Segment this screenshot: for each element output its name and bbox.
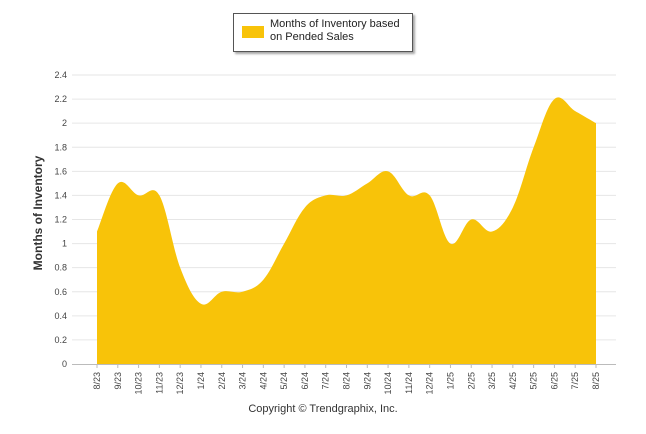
x-tick-label: 1/25 [445, 372, 455, 390]
y-tick-label: 0.2 [54, 335, 67, 345]
x-tick-label: 10/23 [134, 372, 144, 395]
y-axis-label: Months of Inventory [31, 155, 45, 270]
y-tick-label: 0.4 [54, 311, 67, 321]
legend-swatch [242, 26, 264, 38]
x-tick-label: 6/24 [300, 372, 310, 390]
y-tick-label: 1.2 [54, 215, 67, 225]
x-tick-label: 3/24 [238, 372, 248, 390]
x-tick-label: 7/25 [570, 372, 580, 390]
y-tick-label: 1.6 [54, 166, 67, 176]
copyright-text: Copyright © Trendgraphix, Inc. [248, 403, 398, 415]
x-tick-label: 2/24 [217, 372, 227, 390]
x-tick-label: 4/25 [508, 372, 518, 390]
x-tick-label: 5/24 [279, 372, 289, 390]
x-tick-label: 10/24 [383, 372, 393, 395]
area-series-fill [97, 97, 596, 365]
x-tick-label: 2/25 [466, 372, 476, 390]
x-tick-label: 1/24 [196, 372, 206, 390]
x-tick-label: 3/25 [487, 372, 497, 390]
x-tick-label: 7/24 [321, 372, 331, 390]
legend-label-line1: Months of Inventory based [270, 18, 400, 30]
series-area [97, 97, 596, 365]
y-tick-label: 0.8 [54, 263, 67, 273]
y-tick-label: 2.4 [54, 70, 67, 80]
x-tick-label: 8/25 [591, 372, 601, 390]
x-tick-label: 8/24 [342, 372, 352, 390]
x-tick-labels: 8/23 9/23 10/23 11/23 12/23 1/24 2/24 3/24 4/24 5… [92, 364, 601, 395]
y-tick-label: 0 [62, 359, 67, 369]
y-tick-label: 1 [62, 239, 67, 249]
x-tick-label: 9/23 [113, 372, 123, 390]
y-tick-label: 1.8 [54, 142, 67, 152]
y-tick-label: 0.6 [54, 287, 67, 297]
y-tick-label: 1.4 [54, 190, 67, 200]
x-tick-label: 9/24 [362, 372, 372, 390]
x-tick-label: 5/25 [529, 372, 539, 390]
legend: Months of Inventory based on Pended Sale… [233, 13, 413, 52]
x-tick-label: 4/24 [258, 372, 268, 390]
x-tick-label: 6/25 [549, 372, 559, 390]
y-tick-labels: 0 0.2 0.4 0.6 0.8 1 1.2 1.4 1.6 1.8 2 2.2 2.4 [54, 70, 67, 369]
y-tick-label: 2 [62, 118, 67, 128]
x-tick-label: 11/24 [404, 372, 414, 394]
x-tick-label: 11/23 [154, 372, 164, 394]
legend-label-line2: on Pended Sales [270, 31, 354, 43]
x-tick-label: 8/23 [92, 372, 102, 390]
legend-label: Months of Inventory based on Pended Sale… [270, 18, 408, 44]
y-tick-label: 2.2 [54, 94, 67, 104]
x-tick-label: 12/23 [175, 372, 185, 395]
x-tick-label: 12/24 [425, 372, 435, 395]
